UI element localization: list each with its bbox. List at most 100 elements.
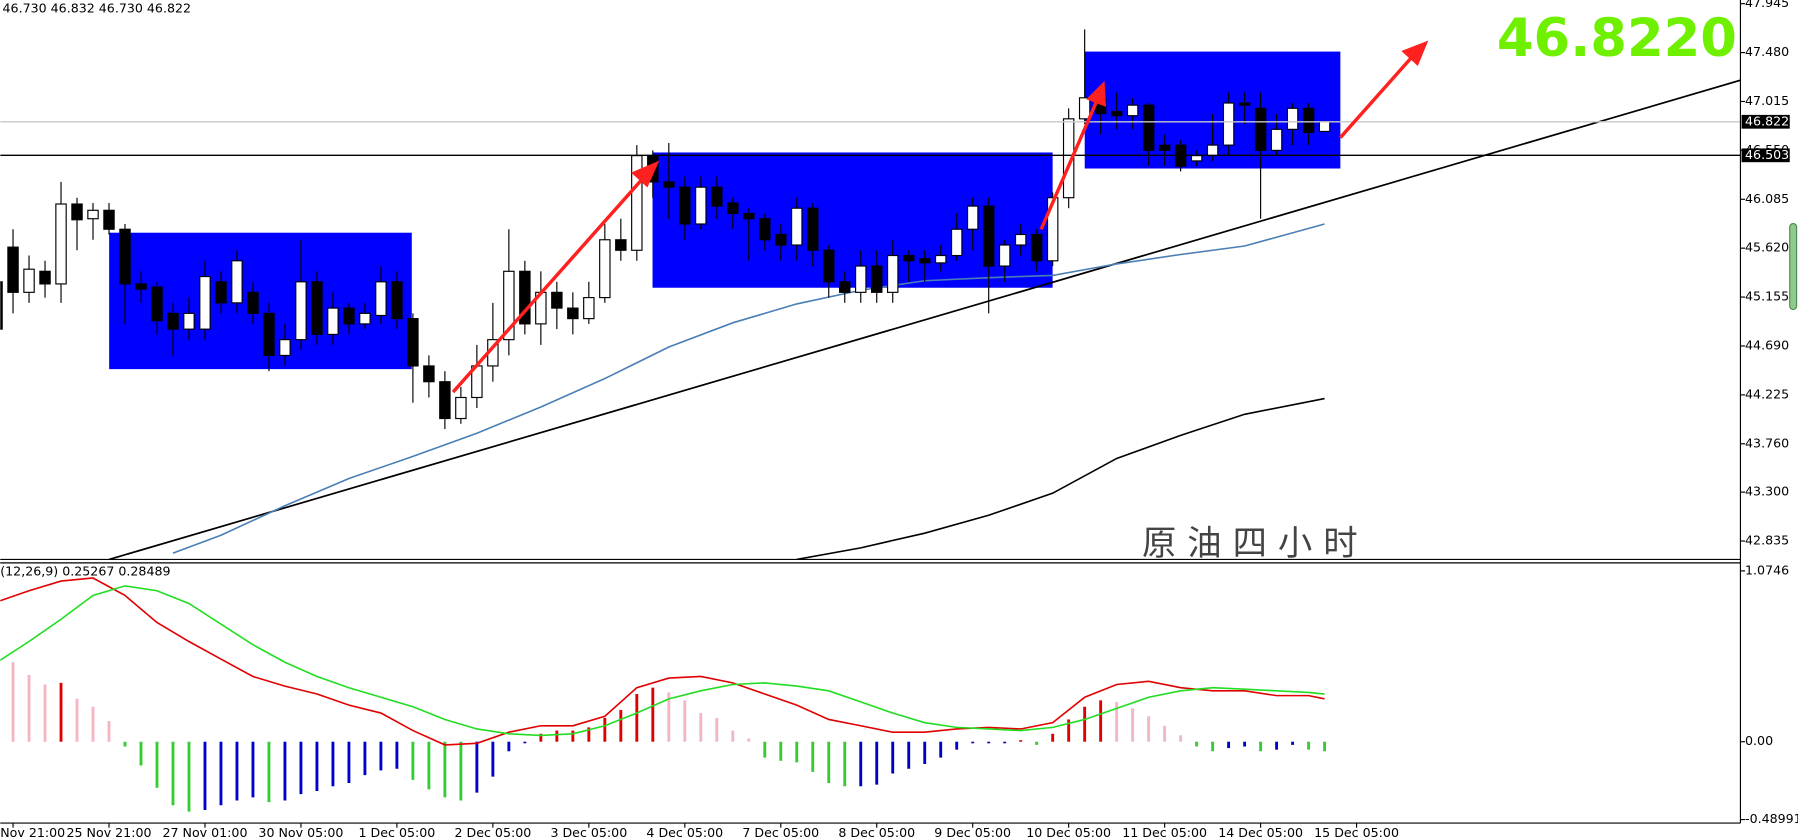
indicator-line: [0, 585, 1325, 737]
arrow: [1339, 53, 1416, 139]
candle-body: [7, 246, 19, 293]
candle-body: [759, 218, 771, 241]
candle-body: [119, 228, 131, 285]
y-tick-label: 44.225: [1745, 386, 1789, 401]
candle-body: [599, 239, 611, 299]
candle-body: [0, 281, 3, 330]
x-tick-label: 25 Nov 21:00: [66, 825, 151, 838]
candle-body: [1302, 107, 1315, 134]
candle-body: [71, 203, 83, 221]
candle-body: [1110, 110, 1123, 117]
x-tick-label: 8 Dec 05:00: [838, 825, 915, 838]
candle-body: [247, 291, 259, 314]
y-tick-label: -0.48991: [1745, 811, 1798, 826]
candle-body: [1062, 118, 1075, 199]
x-tick-label: 4 Dec 05:00: [646, 825, 723, 838]
candle-body: [791, 207, 803, 246]
x-tick-label: Nov 21:00: [0, 825, 65, 838]
candle-body: [998, 244, 1011, 267]
candle-body: [966, 205, 979, 230]
candle-body: [855, 265, 867, 293]
scroll-handle[interactable]: [1789, 222, 1798, 311]
candle-body: [39, 270, 51, 285]
candle-body: [503, 270, 515, 341]
y-tick-label: 45.620: [1745, 240, 1789, 255]
y-tick-label: 0.00: [1745, 733, 1773, 748]
arrow-head: [631, 160, 660, 188]
candle-body: [23, 268, 35, 293]
candle-body: [1078, 97, 1091, 120]
x-tick-label: 10 Dec 05:00: [1026, 825, 1111, 838]
candle-body: [1286, 107, 1299, 130]
y-tick-label: 47.015: [1745, 93, 1789, 108]
x-tick-label: 1 Dec 05:00: [359, 825, 436, 838]
candle-body: [982, 205, 995, 267]
x-tick-label: 3 Dec 05:00: [550, 825, 627, 838]
x-tick-label: 27 Nov 01:00: [162, 825, 247, 838]
y-tick-label: 47.480: [1745, 44, 1789, 59]
candle-body: [902, 254, 915, 262]
candle-body: [918, 258, 931, 264]
y-tick-label: 44.690: [1745, 337, 1789, 352]
candle-body: [439, 381, 451, 420]
candle-body: [1206, 144, 1219, 157]
candle-body: [87, 209, 99, 220]
candle-body: [567, 307, 579, 320]
candle-body: [359, 312, 371, 325]
x-tick-label: 14 Dec 05:00: [1218, 825, 1303, 838]
x-tick-label: 7 Dec 05:00: [742, 825, 819, 838]
candle-body: [663, 181, 675, 188]
y-tick-label: 43.300: [1745, 484, 1789, 499]
candle-body: [263, 312, 275, 357]
candle-body: [423, 365, 435, 383]
ohlc-header: 46.730 46.832 46.730 46.822: [3, 1, 192, 16]
candle-body: [311, 281, 323, 335]
x-tick-label: 11 Dec 05:00: [1122, 825, 1207, 838]
candle-body: [1142, 104, 1155, 151]
candle-body: [807, 207, 819, 251]
arrow: [451, 175, 646, 394]
candle-body: [407, 318, 419, 367]
trend-line: [108, 79, 1741, 560]
candle-body: [103, 209, 115, 230]
candle-body: [775, 233, 787, 246]
indicator-line: [796, 397, 1325, 560]
candle-body: [391, 281, 403, 320]
price-panel: [0, 29, 1741, 560]
candle-body: [743, 212, 755, 220]
price-level-box: [1741, 114, 1790, 129]
x-tick-label: 15 Dec 05:00: [1314, 825, 1399, 838]
candle-body: [135, 283, 147, 290]
candle-body: [583, 297, 595, 320]
candle-body: [151, 286, 163, 322]
candle-body: [1318, 121, 1331, 133]
indicator-line: [172, 223, 1325, 554]
candle-body: [327, 307, 339, 335]
y-tick-label: 43.760: [1745, 435, 1789, 450]
arrow: [1039, 99, 1099, 230]
price-label: 46.8220: [1497, 8, 1737, 69]
x-tick-label: 9 Dec 05:00: [934, 825, 1011, 838]
macd-title: (12,26,9) 0.25267 0.28489: [0, 564, 170, 579]
candle-body: [887, 254, 899, 293]
y-tick-label: 1.0746: [1745, 562, 1789, 577]
x-tick-label: 2 Dec 05:00: [454, 825, 531, 838]
candle-body: [279, 339, 291, 357]
candle-body: [455, 396, 467, 420]
candle-body: [199, 275, 211, 330]
macd-panel: [0, 577, 1327, 812]
candle-body: [615, 239, 627, 251]
candle-body: [679, 186, 691, 225]
candle-body: [1158, 144, 1171, 151]
candle-body: [950, 228, 963, 257]
candle-body: [167, 312, 179, 330]
candle-body: [934, 254, 947, 264]
price-level-box: [1741, 148, 1790, 163]
y-tick-label: 46.085: [1745, 191, 1789, 206]
price-level-label: 46.503: [1745, 147, 1789, 162]
candle-body: [231, 260, 243, 304]
x-tick-label: 30 Nov 05:00: [258, 825, 343, 838]
